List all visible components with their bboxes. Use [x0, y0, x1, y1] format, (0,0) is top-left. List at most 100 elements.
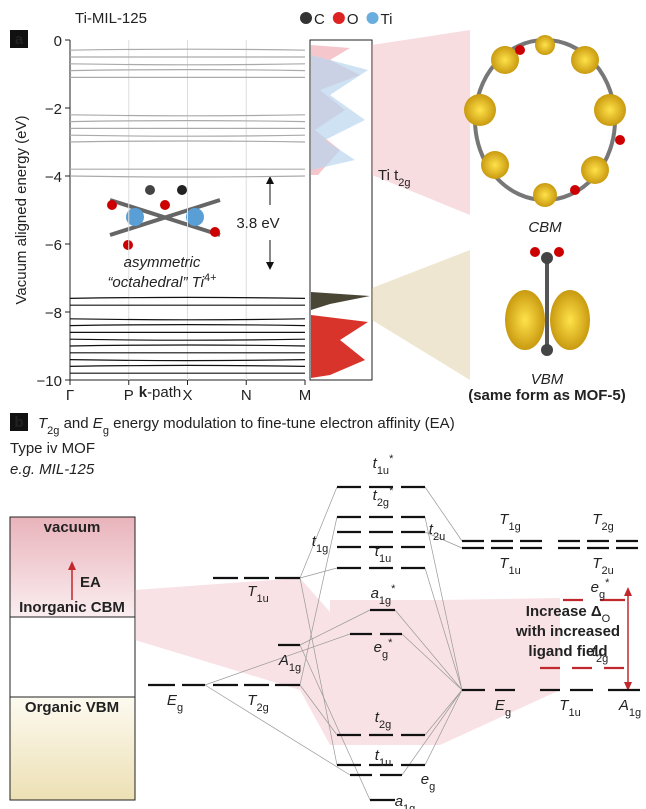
x-tick-label: Γ — [66, 387, 74, 404]
x-axis-label: k-path — [139, 384, 182, 401]
ti-structure — [107, 185, 220, 250]
level-label: A1g — [618, 697, 641, 719]
dos-annotation-part: Ti t — [378, 167, 399, 184]
level-label: T2g — [592, 511, 613, 533]
level-label-part: e — [374, 639, 382, 656]
level-label-part: 1u — [379, 757, 391, 769]
level-label: Eg — [167, 692, 183, 714]
level-label-part: 1g — [379, 595, 391, 607]
level-label-part: * — [605, 577, 610, 589]
level-label-part: 1g — [629, 707, 641, 719]
x-tick-label: X — [182, 387, 192, 404]
y-tick-label: −6 — [45, 237, 62, 254]
level-label-part: 2u — [433, 531, 445, 543]
level-label-part: 2g — [379, 719, 391, 731]
plot-title: Ti-MIL-125 — [75, 10, 147, 27]
vbm-structure — [505, 247, 590, 356]
level-label-part: * — [389, 453, 394, 465]
figure: aTi-MIL-125−10−8−6−4−20ΓPXNMk-pathVacuum… — [0, 0, 646, 809]
structure-label-part: “octahedral” Ti — [107, 274, 204, 291]
level-label-part: 1g — [316, 543, 328, 555]
level-label-part: 1g — [508, 521, 520, 533]
legend-label: Ti — [381, 11, 393, 28]
cbm-label: CBM — [528, 219, 562, 236]
y-tick-label: −4 — [45, 169, 62, 186]
box-label: EA — [80, 574, 101, 591]
panel-b-title-part: and — [59, 415, 92, 432]
dos-c — [311, 292, 370, 310]
panel-b-title-part: energy modulation to fine-tune electron … — [109, 415, 455, 432]
level-label-part: g — [429, 781, 435, 793]
level-label-part: 2g — [601, 521, 613, 533]
mof-example: e.g. MIL-125 — [10, 461, 95, 478]
panel-b-title: T2g and Eg energy modulation to fine-tun… — [38, 415, 455, 437]
box-label: Inorganic CBM — [19, 599, 125, 616]
level-label-part: 1u — [508, 565, 520, 577]
level-label-part: g — [505, 707, 511, 719]
level-label-part: * — [391, 583, 396, 595]
level-label-part: 1u — [256, 593, 268, 605]
x-tick-label: P — [124, 387, 134, 404]
level-label-part: 2u — [601, 565, 613, 577]
dos-o-valence — [311, 315, 368, 378]
vbm-label: VBM — [531, 371, 564, 388]
level-label: a1g — [395, 793, 416, 809]
level-label: t1u* — [373, 453, 394, 477]
level-label-part: g — [382, 649, 388, 661]
level-label-part: 1g — [289, 662, 301, 674]
level-label-part: a — [395, 793, 403, 809]
level-label-part: 2g — [596, 653, 608, 665]
y-tick-label: −8 — [45, 305, 62, 322]
legend-swatch — [300, 12, 312, 24]
y-axis-label: Vacuum aligned energy (eV) — [13, 116, 30, 305]
level-label-part: * — [388, 637, 393, 649]
level-label-part: A — [278, 652, 289, 669]
level-label: eg — [421, 771, 435, 793]
level-label-part: 1u — [377, 465, 389, 477]
level-label-part: 1g — [403, 803, 415, 809]
level-label-part: 2g — [256, 702, 268, 714]
x-tick-label: M — [299, 387, 312, 404]
legend-label: O — [347, 11, 359, 28]
dos-ti — [311, 55, 368, 170]
level-label-part: g — [177, 702, 183, 714]
mof-type: Type iv MOF — [10, 440, 95, 457]
annotation-part: with increased — [515, 623, 620, 640]
level-label-part: 1u — [568, 707, 580, 719]
fan-vbm — [372, 250, 470, 380]
level-label: t1g — [312, 533, 328, 555]
y-tick-label: −10 — [37, 373, 62, 390]
level-label: T1u — [559, 697, 580, 719]
level-label-part: 1u — [379, 553, 391, 565]
panel-label: a — [15, 31, 24, 48]
x-tick-label: N — [241, 387, 252, 404]
panel-b-title-part: 2g — [47, 425, 59, 437]
structure-label: asymmetric — [124, 254, 201, 271]
vbm-note: (same form as MOF-5) — [468, 387, 626, 404]
level-label-part: 2g — [377, 497, 389, 509]
fan-cbm — [372, 30, 470, 215]
level-label: t2u — [429, 521, 445, 543]
level-label-part: A — [618, 697, 629, 714]
level-label: T1g — [499, 511, 520, 533]
box-label: Organic VBM — [25, 699, 119, 716]
legend-label: C — [314, 11, 325, 28]
level-label-part: a — [371, 585, 379, 602]
annotation-part: Increase Δ — [526, 603, 602, 620]
gap-label: 3.8 eV — [236, 215, 279, 232]
level-label-part: * — [389, 485, 394, 497]
level-label: T2g — [247, 692, 268, 714]
level-label: T2u — [592, 555, 613, 577]
level-label: eg* — [591, 577, 610, 601]
box-label: vacuum — [44, 519, 101, 536]
cbm-structure — [464, 35, 626, 207]
level-label-part: e — [421, 771, 429, 788]
gap-box — [10, 617, 135, 697]
y-tick-label: 0 — [54, 33, 62, 50]
page: {"panel_a":{"label":"a","title":"Ti-MIL-… — [0, 0, 646, 809]
level-label: T1u — [499, 555, 520, 577]
level-label: t2g* — [373, 485, 394, 509]
level-label-part: g — [599, 589, 605, 601]
panel-label: b — [14, 414, 23, 431]
annotation: with increased — [515, 623, 620, 640]
